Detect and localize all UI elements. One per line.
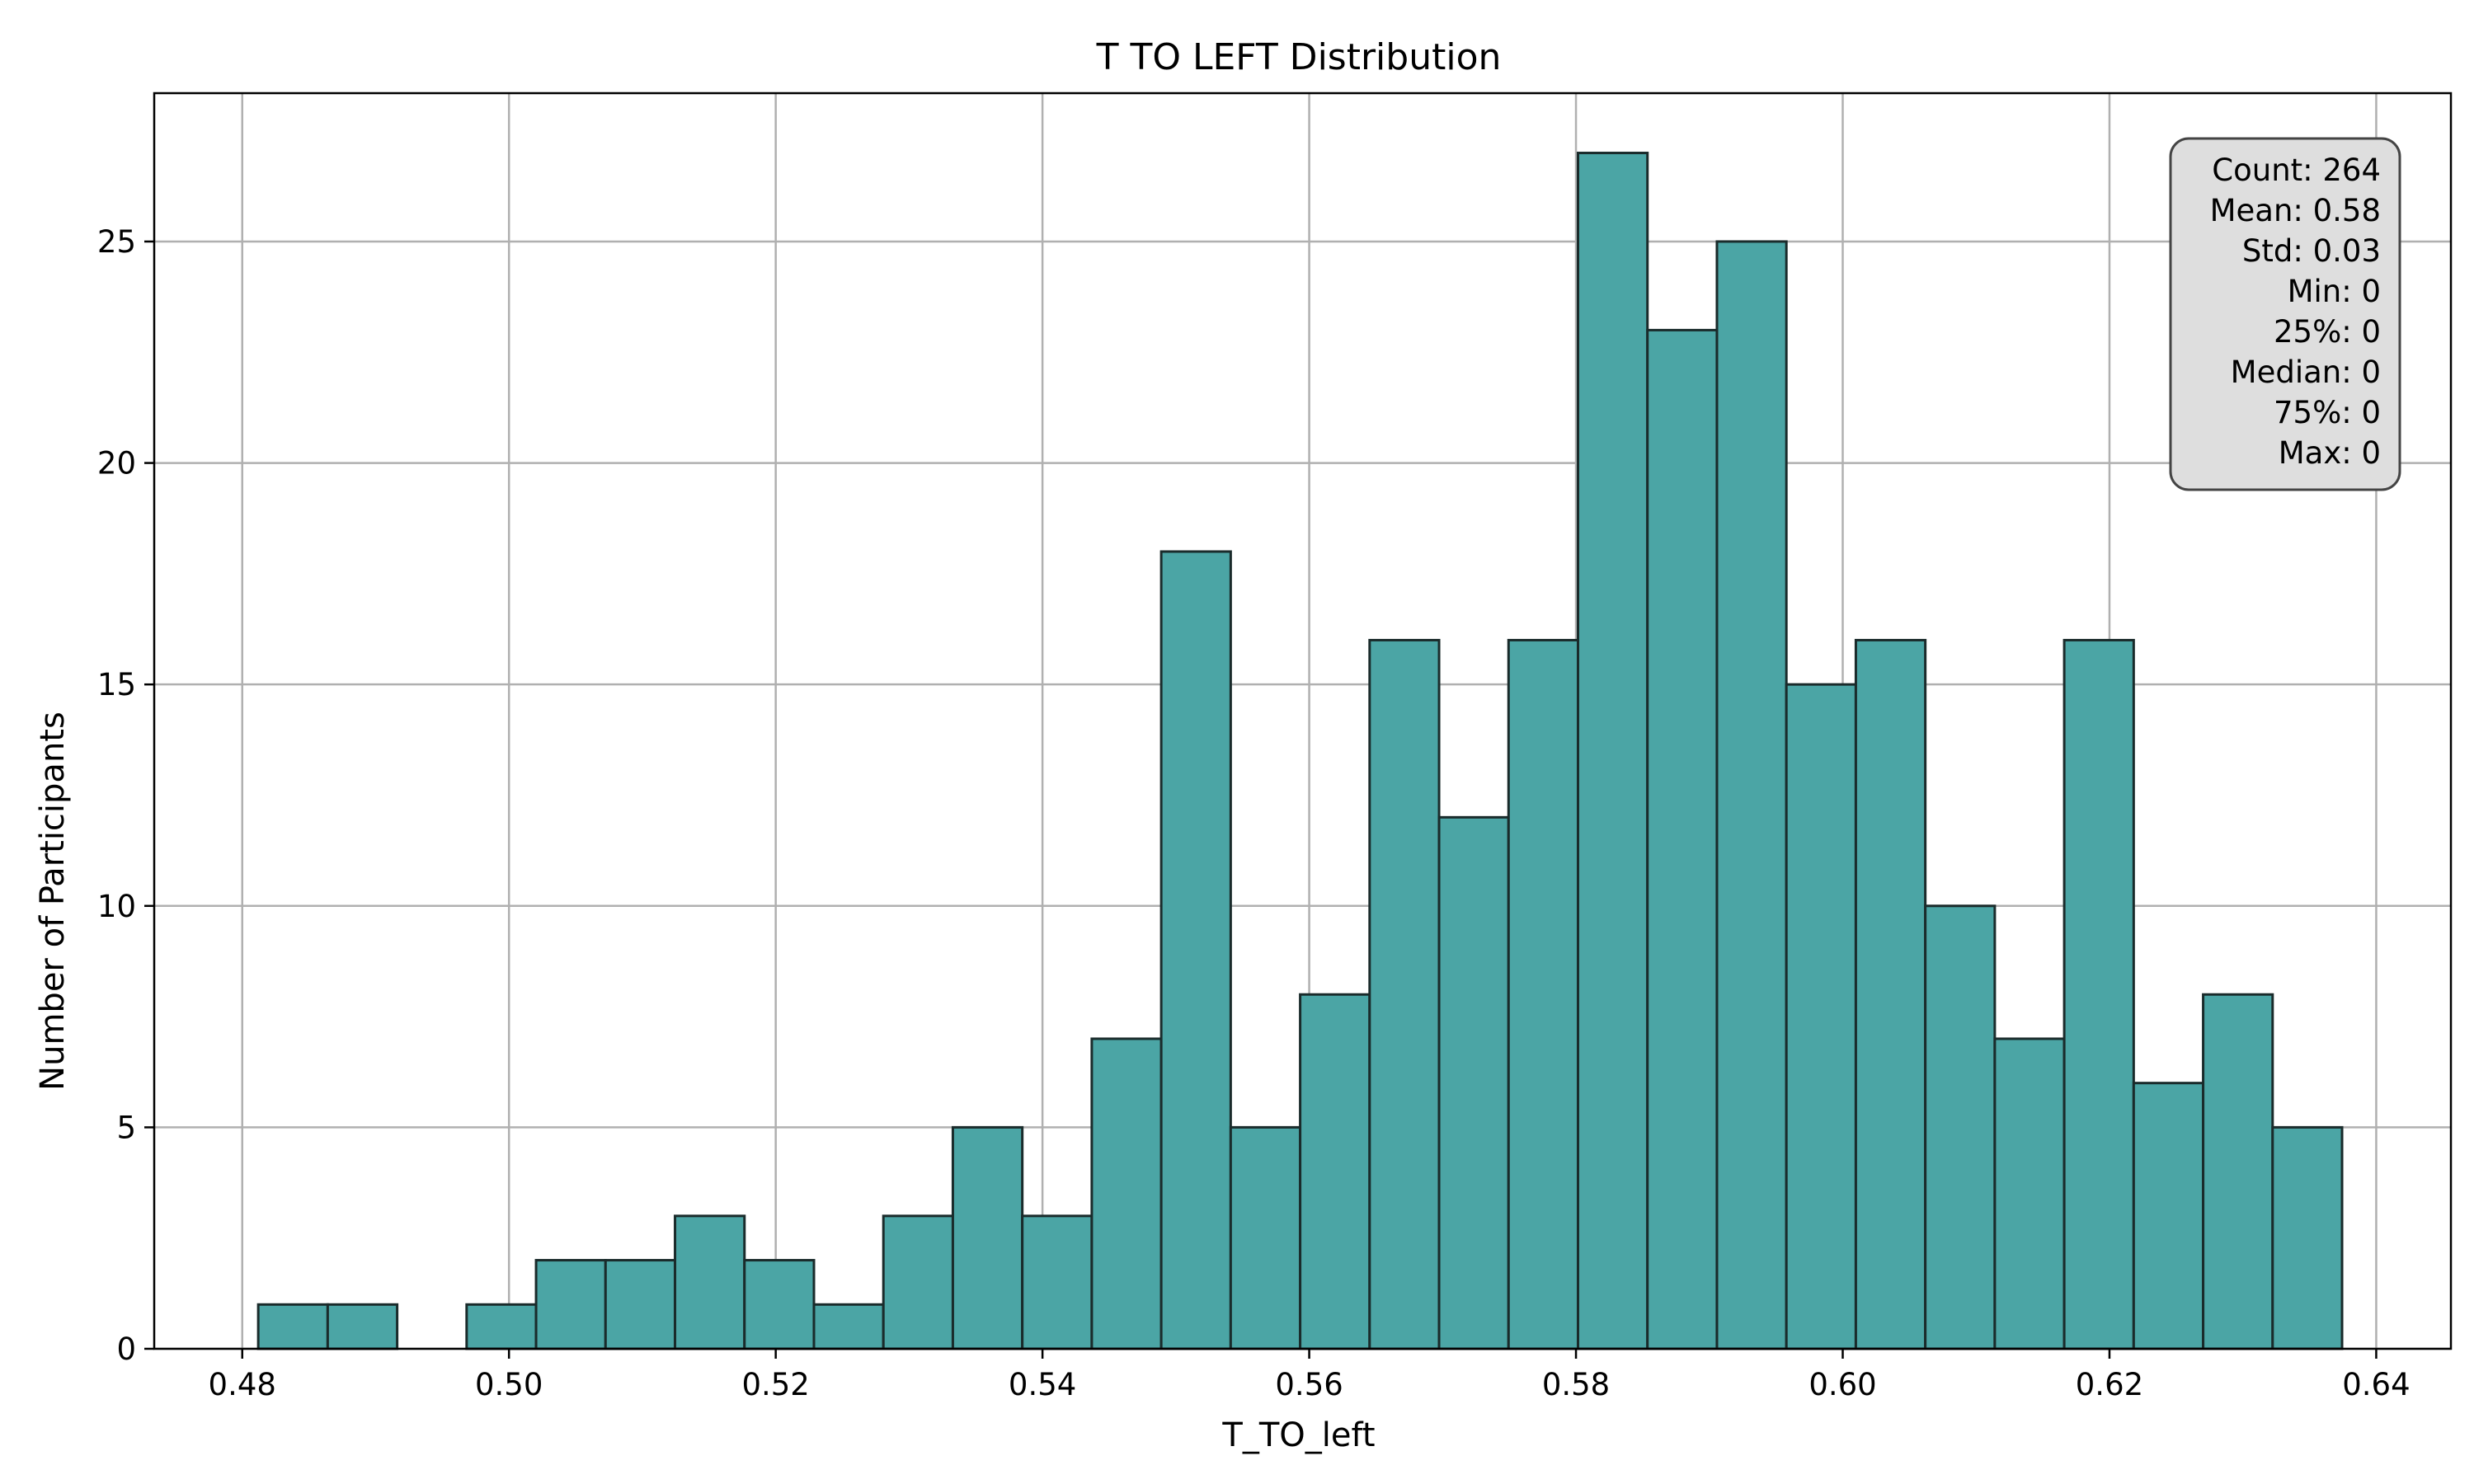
- histogram-bar: [1924, 904, 1997, 1350]
- x-tick-label: 0.52: [741, 1367, 809, 1402]
- histogram-bar: [465, 1303, 538, 1350]
- histogram-bar: [2202, 993, 2274, 1350]
- histogram-bar: [1507, 638, 1580, 1350]
- histogram-bar: [1577, 152, 1649, 1350]
- y-tick-label: 10: [97, 889, 136, 924]
- histogram-bar: [2132, 1082, 2205, 1350]
- y-tick-label: 5: [116, 1110, 136, 1145]
- stats-line: Median: 0: [2231, 355, 2381, 390]
- stats-line: Count: 264: [2212, 153, 2381, 188]
- histogram-bar: [1299, 993, 1371, 1350]
- x-tick-label: 0.50: [475, 1367, 543, 1402]
- histogram-bar: [1090, 1037, 1163, 1350]
- histogram-bar: [2271, 1125, 2344, 1350]
- y-tick-label: 20: [97, 446, 136, 481]
- histogram-bar: [1368, 638, 1441, 1350]
- x-tick-label: 0.56: [1275, 1367, 1343, 1402]
- stats-line: Min: 0: [2288, 274, 2381, 309]
- x-tick-label: 0.58: [1542, 1367, 1610, 1402]
- histogram-bar: [326, 1303, 399, 1350]
- stats-line: Max: 0: [2279, 435, 2381, 471]
- histogram-bar: [812, 1303, 885, 1350]
- summary-stats-box: Count: 264 Mean: 0.58 Std: 0.03 Min: 0 25%: …: [2169, 137, 2401, 491]
- histogram-bars: [256, 152, 2344, 1350]
- histogram-bar: [1159, 550, 1232, 1350]
- histogram-bar: [2062, 638, 2135, 1350]
- x-tick-label: 0.62: [2076, 1367, 2143, 1402]
- x-axis-ticks: 0.48 0.50 0.52 0.54 0.56 0.58 0.60 0.62 0.64: [209, 1349, 2411, 1402]
- x-tick-label: 0.54: [1009, 1367, 1076, 1402]
- histogram-bar: [951, 1125, 1024, 1350]
- stats-line: 25%: 0: [2274, 314, 2381, 350]
- histogram-bar: [1021, 1214, 1094, 1350]
- histogram-bar: [604, 1259, 677, 1350]
- stats-line: 75%: 0: [2274, 395, 2381, 430]
- histogram-bar: [882, 1214, 954, 1350]
- histogram-bar: [1715, 240, 1788, 1350]
- y-axis-label: Number of Participants: [34, 711, 72, 1091]
- stats-line: Std: 0.03: [2242, 233, 2381, 269]
- histogram-bar: [1993, 1037, 2066, 1350]
- x-tick-label: 0.60: [1808, 1367, 1876, 1402]
- y-tick-label: 25: [97, 224, 136, 260]
- histogram-bar: [674, 1214, 746, 1350]
- histogram-bar: [1785, 683, 1857, 1350]
- stats-box-background: [2169, 137, 2401, 491]
- histogram-bar: [1437, 815, 1510, 1350]
- y-axis-ticks: 0 5 10 15 20 25: [97, 224, 154, 1367]
- histogram-bar: [534, 1259, 607, 1350]
- chart-title: T TO LEFT Distribution: [1096, 36, 1502, 78]
- histogram-bar: [1646, 328, 1719, 1350]
- x-tick-label: 0.48: [209, 1367, 276, 1402]
- histogram-bar: [1229, 1125, 1302, 1350]
- y-tick-label: 0: [116, 1331, 136, 1367]
- x-tick-label: 0.64: [2342, 1367, 2410, 1402]
- x-axis-label: T_TO_left: [1221, 1416, 1375, 1454]
- y-tick-label: 15: [97, 667, 136, 702]
- histogram-bar: [743, 1259, 816, 1350]
- histogram-bar: [256, 1303, 329, 1350]
- histogram-bar: [1854, 638, 1927, 1350]
- stats-line: Mean: 0.58: [2210, 193, 2381, 228]
- plot-area-frame: [153, 92, 2453, 1350]
